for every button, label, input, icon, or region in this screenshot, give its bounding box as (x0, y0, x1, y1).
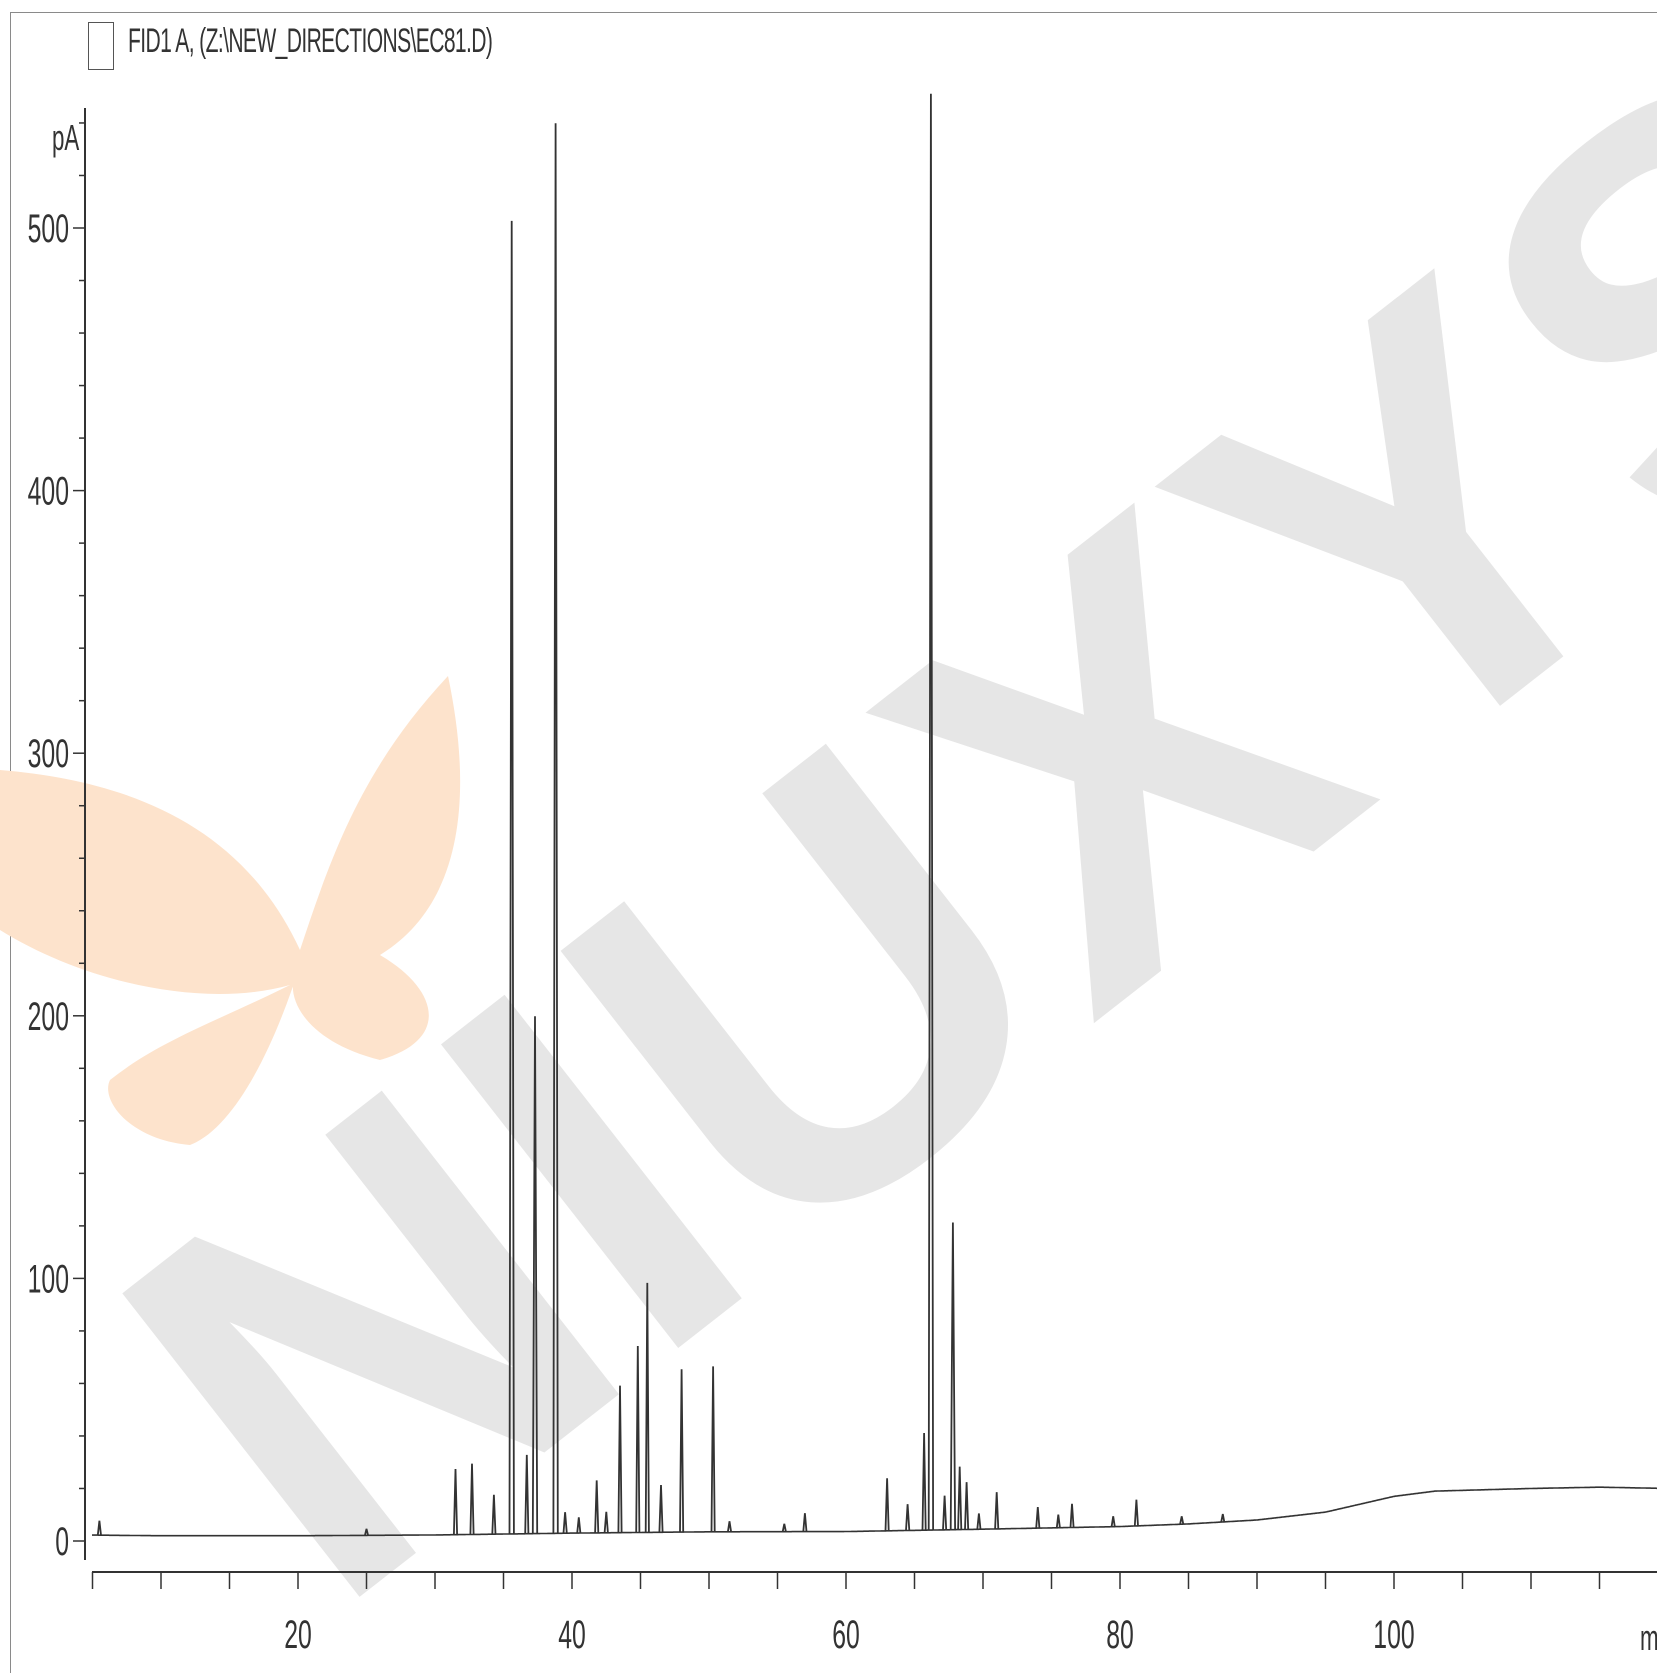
peak (1179, 1516, 1185, 1525)
peak (957, 1466, 963, 1530)
peak (617, 1385, 623, 1533)
y-tick-label: 500 (28, 207, 69, 251)
peak (635, 1345, 641, 1533)
peak (364, 1528, 369, 1536)
x-axis-label: min (1640, 1619, 1657, 1654)
y-tick-label: 400 (28, 470, 69, 514)
legend-swatch[interactable] (88, 22, 114, 70)
peak (1055, 1514, 1061, 1528)
peak (469, 1463, 475, 1535)
butterfly-logo-icon (0, 676, 461, 1145)
peak (994, 1492, 1000, 1529)
watermark-text: NIUXYS (18, 0, 1657, 1654)
axes: 0 100 200 300 400 500 pA 20 40 60 80 100 min (28, 108, 1657, 1654)
peak (976, 1513, 982, 1530)
peak (1133, 1499, 1139, 1526)
peak (562, 1512, 568, 1534)
peak (1069, 1503, 1075, 1528)
peak (658, 1484, 664, 1533)
peak (96, 1520, 102, 1536)
peak (942, 1495, 948, 1530)
peak (1220, 1513, 1226, 1523)
peak (727, 1521, 732, 1532)
x-tick-label: 20 (284, 1613, 312, 1654)
peak (1035, 1507, 1041, 1529)
peak (679, 1369, 685, 1533)
y-tick-label: 0 (55, 1520, 69, 1564)
peak (524, 1454, 530, 1534)
peak (594, 1480, 600, 1533)
peak (927, 93, 934, 1531)
x-tick-label: 40 (558, 1613, 586, 1654)
peak (491, 1494, 497, 1535)
peak (603, 1511, 609, 1533)
x-tick-label: 60 (832, 1613, 860, 1654)
peak (508, 220, 515, 1534)
peak (802, 1513, 808, 1532)
peak (453, 1468, 458, 1535)
peak (949, 1222, 956, 1530)
peak (1110, 1516, 1116, 1527)
legend-label: FID1 A, (Z:\NEW_DIRECTIONS\EC81.D) (128, 22, 493, 60)
peak (552, 123, 559, 1534)
x-tick-label: 80 (1106, 1613, 1134, 1654)
peak (576, 1517, 582, 1534)
y-tick-label: 100 (28, 1258, 69, 1302)
y-tick-label: 300 (28, 732, 69, 776)
peak (905, 1504, 911, 1531)
trace-layer (92, 93, 1657, 1537)
y-axis-label: pA (52, 119, 79, 159)
peak (964, 1482, 970, 1530)
baseline-trace (92, 1486, 1657, 1537)
peak (644, 1282, 650, 1533)
x-tick-label: 100 (1373, 1613, 1414, 1654)
peak (531, 1016, 539, 1534)
peak (781, 1523, 787, 1532)
peak (921, 1432, 927, 1531)
peak (884, 1478, 890, 1531)
peak (710, 1366, 716, 1532)
y-tick-label: 200 (28, 995, 69, 1039)
